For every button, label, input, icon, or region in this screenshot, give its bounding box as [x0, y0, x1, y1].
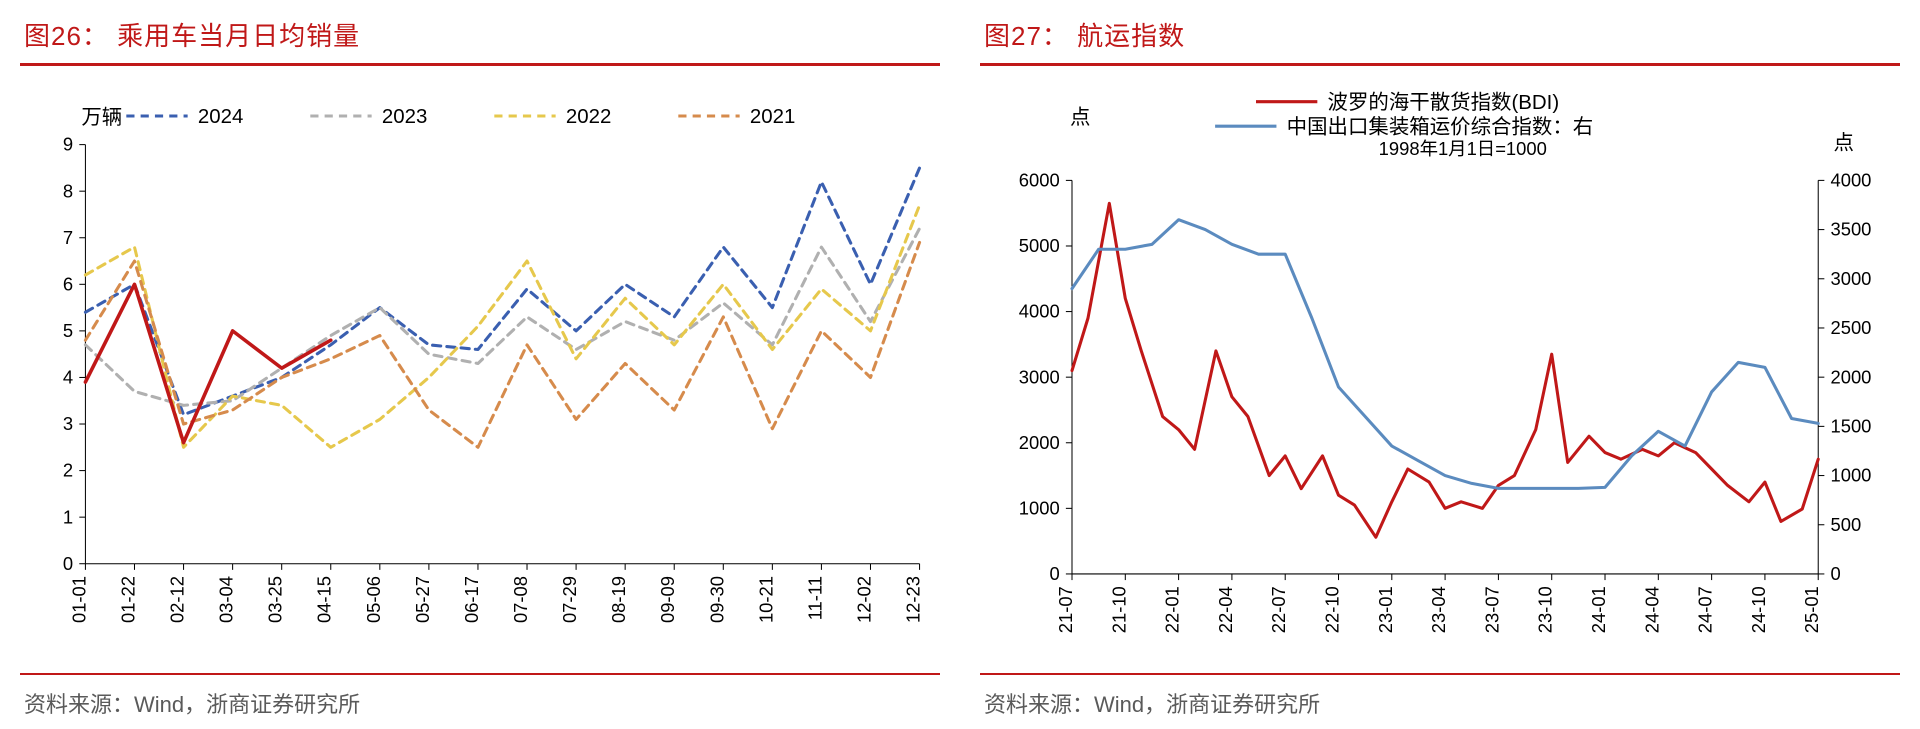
svg-text:22-07: 22-07	[1268, 586, 1289, 633]
svg-text:6000: 6000	[1019, 170, 1060, 191]
svg-text:09-09: 09-09	[657, 576, 678, 623]
svg-text:06-17: 06-17	[461, 576, 482, 623]
chart-left-svg: 0 1 2 3 4 5 6 7 8 9 01-01 01-22 02-12 03-04 03-25 04-15…	[20, 66, 940, 673]
svg-text:24-10: 24-10	[1748, 586, 1769, 633]
svg-text:3: 3	[63, 413, 73, 434]
svg-text:0: 0	[1049, 563, 1059, 584]
chart-left-container: 0 1 2 3 4 5 6 7 8 9 01-01 01-22 02-12 03-04 03-25 04-15…	[20, 66, 940, 673]
svg-text:23-10: 23-10	[1535, 586, 1556, 633]
svg-text:24-01: 24-01	[1588, 586, 1609, 633]
svg-text:1000: 1000	[1019, 497, 1060, 518]
svg-text:点: 点	[1070, 106, 1090, 129]
svg-text:0: 0	[1830, 563, 1840, 584]
svg-text:07-29: 07-29	[559, 576, 580, 623]
svg-text:25-01: 25-01	[1801, 586, 1822, 633]
svg-text:02-12: 02-12	[167, 576, 188, 623]
svg-text:1500: 1500	[1830, 415, 1871, 436]
panel-left-source: 资料来源：Wind，浙商证券研究所	[20, 675, 940, 719]
svg-text:9: 9	[63, 134, 73, 155]
svg-text:01-01: 01-01	[68, 576, 89, 623]
svg-text:500: 500	[1830, 514, 1861, 535]
svg-text:3500: 3500	[1830, 219, 1871, 240]
svg-text:22-04: 22-04	[1215, 586, 1236, 633]
svg-text:09-30: 09-30	[706, 576, 727, 623]
svg-text:2000: 2000	[1019, 432, 1060, 453]
svg-text:23-07: 23-07	[1481, 586, 1502, 633]
svg-text:1000: 1000	[1830, 465, 1871, 486]
svg-text:04-15: 04-15	[314, 576, 335, 623]
svg-text:2024: 2024	[198, 105, 243, 128]
panel-left-title: 图26： 乘用车当月日均销量	[20, 10, 940, 66]
svg-text:点: 点	[1834, 132, 1854, 155]
panel-right: 图27： 航运指数 0 1000 2000 3000 4000 5000 6000 0 500 1…	[980, 10, 1900, 719]
svg-text:8: 8	[63, 180, 73, 201]
svg-text:5000: 5000	[1019, 235, 1060, 256]
svg-text:3000: 3000	[1830, 268, 1871, 289]
svg-text:3000: 3000	[1019, 366, 1060, 387]
svg-text:07-08: 07-08	[510, 576, 531, 623]
svg-text:2023: 2023	[382, 105, 427, 128]
chart-right-svg: 0 1000 2000 3000 4000 5000 6000 0 500 1000 1500 200…	[980, 66, 1900, 673]
svg-text:08-19: 08-19	[608, 576, 629, 623]
svg-text:2: 2	[63, 460, 73, 481]
svg-text:2000: 2000	[1830, 366, 1871, 387]
chart-right-container: 0 1000 2000 3000 4000 5000 6000 0 500 1000 1500 200…	[980, 66, 1900, 673]
svg-text:7: 7	[63, 227, 73, 248]
svg-text:11-11: 11-11	[804, 576, 825, 620]
svg-text:0: 0	[63, 553, 73, 574]
svg-text:6: 6	[63, 273, 73, 294]
svg-text:2022: 2022	[566, 105, 611, 128]
svg-text:2500: 2500	[1830, 317, 1871, 338]
svg-text:4000: 4000	[1019, 301, 1060, 322]
svg-text:05-06: 05-06	[363, 576, 384, 623]
svg-text:2021: 2021	[750, 105, 795, 128]
svg-text:01-22: 01-22	[117, 576, 138, 623]
svg-text:24-07: 24-07	[1695, 586, 1716, 633]
svg-text:5: 5	[63, 320, 73, 341]
svg-text:万辆: 万辆	[81, 106, 122, 129]
svg-text:22-10: 22-10	[1322, 586, 1343, 633]
panel-left: 图26： 乘用车当月日均销量 0 1 2 3 4 5 6 7 8 9 01-01 01-22 02-12…	[20, 10, 940, 719]
svg-text:10-21: 10-21	[755, 576, 776, 623]
svg-text:中国出口集装箱运价综合指数：右: 中国出口集装箱运价综合指数：右	[1287, 115, 1594, 138]
svg-text:21-07: 21-07	[1055, 586, 1076, 633]
svg-text:24-04: 24-04	[1641, 586, 1662, 633]
svg-text:03-04: 03-04	[216, 576, 237, 623]
svg-text:12-02: 12-02	[853, 576, 874, 623]
svg-text:12-23: 12-23	[903, 576, 924, 623]
svg-text:1998年1月1日=1000: 1998年1月1日=1000	[1379, 138, 1547, 159]
svg-text:23-01: 23-01	[1375, 586, 1396, 633]
svg-text:05-27: 05-27	[412, 576, 433, 623]
svg-text:22-01: 22-01	[1162, 586, 1183, 633]
panel-right-source: 资料来源：Wind，浙商证券研究所	[980, 675, 1900, 719]
svg-text:波罗的海干散货指数(BDI): 波罗的海干散货指数(BDI)	[1328, 91, 1560, 114]
svg-text:1: 1	[63, 506, 73, 527]
svg-text:03-25: 03-25	[265, 576, 286, 623]
panel-right-title: 图27： 航运指数	[980, 10, 1900, 66]
svg-text:4000: 4000	[1830, 170, 1871, 191]
svg-text:23-04: 23-04	[1428, 586, 1449, 633]
svg-text:21-10: 21-10	[1108, 586, 1129, 633]
svg-text:4: 4	[63, 367, 73, 388]
